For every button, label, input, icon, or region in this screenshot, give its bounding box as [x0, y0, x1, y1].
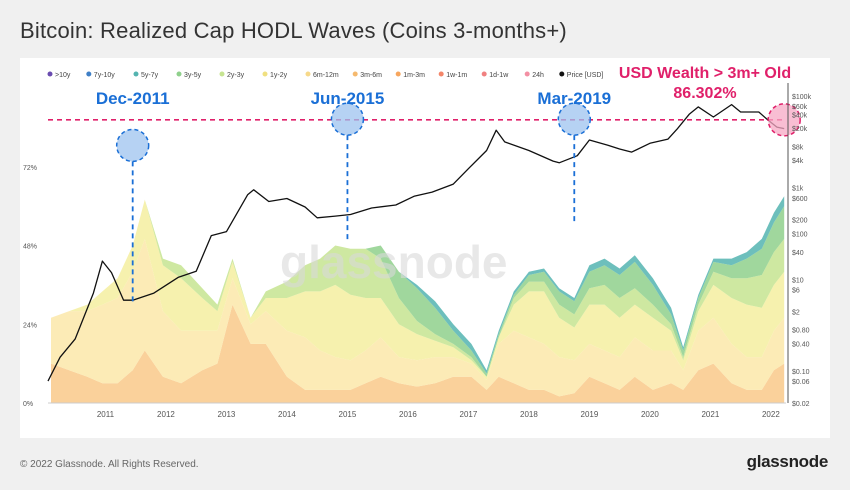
price-line-group — [47, 103, 785, 382]
legend-label: 3y-5y — [184, 72, 202, 79]
area-1y-2y — [51, 199, 785, 380]
x-tick-label: 2017 — [460, 410, 478, 419]
y-right-tick-label: $20k — [792, 126, 808, 133]
annotation-label: USD Wealth > 3m+ Old — [619, 65, 791, 82]
area-2y-3y — [51, 199, 785, 377]
y-right-tick-label: $40 — [792, 250, 804, 257]
y-left-tick-label: 0% — [23, 401, 33, 408]
legend-swatch — [481, 71, 487, 77]
hodl-waves-chart: glassnode Dec-2011 Jun-2015 Mar-2019 USD We… — [23, 65, 812, 419]
area-series-group — [51, 196, 785, 403]
legend-swatch — [47, 71, 53, 77]
legend-label: 2y-3y — [227, 72, 245, 79]
x-tick-label: 2021 — [701, 410, 719, 419]
legend-label: 1w-1m — [446, 72, 467, 79]
legend-swatch — [219, 71, 225, 77]
y-right-tick-label: $1k — [792, 186, 804, 193]
y-right-tick-label: $0.40 — [792, 341, 810, 348]
y-right-tick-label: $0.06 — [792, 379, 810, 386]
x-tick-label: 2013 — [218, 410, 236, 419]
legend-swatch — [559, 71, 565, 77]
legend-label: 1d-1w — [489, 72, 509, 79]
y-right-tick-label: $600 — [792, 196, 808, 203]
y-right-tick-label: $10 — [792, 277, 804, 284]
y-right-tick-label: $60k — [792, 104, 808, 111]
y-right-tick-label: $0.80 — [792, 328, 810, 335]
legend-label: 7y-10y — [94, 72, 116, 79]
chart-panel: glassnode Dec-2011 Jun-2015 Mar-2019 USD We… — [20, 58, 830, 438]
annotation-value-label: 86.302% — [673, 85, 736, 102]
legend-label: 5y-7y — [141, 72, 159, 79]
legend-swatch — [524, 71, 530, 77]
legend-label: Price [USD] — [567, 72, 604, 79]
price-line — [47, 103, 785, 382]
legend-label: 3m-6m — [360, 72, 382, 79]
legend-swatch — [133, 71, 139, 77]
annotation-circle — [115, 128, 150, 163]
legend-label: 24h — [532, 72, 544, 79]
y-left-tick-label: 48% — [23, 244, 37, 251]
brand-logo-text: glassnode — [746, 452, 829, 471]
x-tick-label: 2022 — [762, 410, 780, 419]
x-tick-label: 2020 — [641, 410, 659, 419]
y-left-tick-label: 72% — [23, 165, 37, 172]
copyright-text: © 2022 Glassnode. All Rights Reserved. — [20, 459, 199, 470]
x-tick-label: 2012 — [157, 410, 175, 419]
y-left-tick-label: 24% — [23, 322, 37, 329]
legend-label: 6m-12m — [313, 72, 339, 79]
x-tick-label: 2019 — [581, 410, 599, 419]
annotation-label: Jun-2015 — [311, 89, 385, 108]
x-tick-label: 2011 — [97, 410, 115, 419]
y-right-tick-label: $4k — [792, 158, 804, 165]
y-right-tick-label: $0.02 — [792, 401, 810, 408]
legend-swatch — [86, 71, 92, 77]
area-6m-12m — [51, 238, 785, 397]
y-right-tick-label: $8k — [792, 144, 804, 151]
y-right-tick-label: $40k — [792, 112, 808, 119]
annotations-group: Dec-2011 Jun-2015 Mar-2019 USD Wealth > 3m+… — [48, 65, 801, 303]
x-tick-label: 2015 — [339, 410, 357, 419]
legend-swatch — [305, 71, 311, 77]
legend-swatch — [262, 71, 268, 77]
legend-label: 1m-3m — [403, 72, 425, 79]
y-right-tick-label: $100k — [792, 94, 812, 101]
y-right-tick-label: $6 — [792, 288, 800, 295]
y-right-tick-label: $2 — [792, 309, 800, 316]
page-title: Bitcoin: Realized Cap HODL Waves (Coins … — [20, 18, 567, 43]
axes-group: 2011 2012 2013 2014 2015 2016 2017 2018 2019 2020… — [23, 83, 812, 419]
y-right-tick-label: $100 — [792, 232, 808, 239]
legend-swatch — [395, 71, 401, 77]
x-tick-label: 2014 — [278, 410, 296, 419]
area-3m-6m — [51, 304, 785, 403]
legend-group: >10y 7y-10y 5y-7y 3y-5y 2y-3y 1y-2y 6m-12m 3m-6… — [47, 71, 604, 79]
watermark: glassnode — [280, 236, 508, 288]
legend-label: >10y — [55, 72, 71, 79]
legend-swatch — [352, 71, 358, 77]
x-tick-label: 2016 — [399, 410, 417, 419]
legend-swatch — [176, 71, 182, 77]
area-3y-5y — [51, 199, 785, 377]
y-right-tick-label: $0.10 — [792, 369, 810, 376]
annotation-circle — [767, 103, 801, 137]
legend-swatch — [438, 71, 444, 77]
x-tick-label: 2018 — [520, 410, 538, 419]
legend-label: 1y-2y — [270, 72, 288, 79]
y-right-tick-label: $200 — [792, 218, 808, 225]
annotation-label: Dec-2011 — [96, 89, 170, 108]
annotation-label: Mar-2019 — [537, 89, 611, 108]
